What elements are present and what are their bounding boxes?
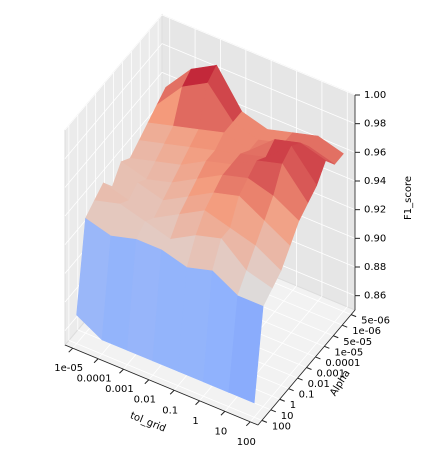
x-tick bbox=[93, 358, 99, 364]
grid-line bbox=[64, 14, 163, 131]
grid-line bbox=[64, 43, 163, 159]
z-tick-label: 0.90 bbox=[364, 233, 386, 244]
y-tick-label: 100 bbox=[272, 421, 291, 432]
z-tick-label: 0.92 bbox=[364, 205, 386, 216]
y-tick-label: 0.01 bbox=[308, 379, 330, 390]
y-tick bbox=[315, 356, 321, 360]
x-tick bbox=[68, 347, 74, 353]
surface-face bbox=[228, 295, 264, 404]
y-tick bbox=[333, 335, 339, 339]
surface bbox=[76, 64, 344, 404]
y-tick-label: 1e-06 bbox=[352, 326, 381, 337]
y-tick-label: 0.0001 bbox=[325, 358, 360, 369]
x-tick bbox=[220, 410, 226, 416]
x-tick-label: 0.1 bbox=[162, 405, 178, 416]
z-tick-label: 0.88 bbox=[364, 262, 386, 273]
x-tick-label: 0.001 bbox=[105, 384, 134, 395]
y-tick bbox=[288, 388, 294, 392]
z-tick-label: 0.98 bbox=[364, 119, 386, 130]
y-tick-label: 1 bbox=[290, 400, 296, 411]
x-tick bbox=[169, 389, 175, 395]
grid-line bbox=[161, 43, 356, 125]
x-axis-line bbox=[64, 344, 259, 426]
y-tick bbox=[306, 367, 312, 370]
z-tick-label: 1.00 bbox=[364, 90, 386, 101]
grid-line bbox=[68, 340, 263, 421]
y-tick bbox=[261, 419, 268, 423]
x-tick bbox=[119, 368, 124, 374]
y-tick bbox=[297, 377, 303, 381]
grid-line bbox=[64, 100, 163, 217]
x-tick bbox=[144, 379, 150, 385]
y-tick bbox=[270, 409, 276, 413]
z-axis-label: F1_score bbox=[403, 176, 414, 220]
y-tick-label: 0.1 bbox=[299, 390, 315, 401]
x-tick-label: 1e-05 bbox=[54, 363, 83, 374]
y-tick-label: 1e-05 bbox=[334, 347, 363, 358]
x-tick-label: 100 bbox=[237, 437, 256, 448]
x-tick bbox=[195, 400, 200, 406]
y-tick-label: 5e-06 bbox=[361, 316, 390, 327]
y-tick bbox=[350, 314, 357, 318]
y-tick bbox=[342, 324, 348, 328]
x-tick-label: 0.01 bbox=[134, 395, 156, 406]
x-tick-label: 0.0001 bbox=[77, 374, 112, 385]
grid-line bbox=[64, 72, 163, 188]
z-tick-label: 0.96 bbox=[364, 147, 386, 158]
y-tick-label: 0.001 bbox=[317, 369, 346, 380]
x-tick bbox=[245, 421, 251, 427]
y-tick bbox=[324, 345, 330, 349]
x-tick-label: 10 bbox=[215, 426, 228, 437]
y-tick bbox=[279, 398, 285, 402]
y-tick-label: 10 bbox=[281, 411, 294, 422]
y-tick-label: 5e-05 bbox=[343, 337, 372, 348]
z-tick-label: 0.86 bbox=[364, 291, 386, 302]
z-tick-label: 0.94 bbox=[364, 176, 386, 187]
grid-line bbox=[161, 14, 356, 96]
x-tick-label: 1 bbox=[192, 416, 198, 427]
labels: 1e-050.00010.0010.010.11101001001010.10.… bbox=[54, 90, 390, 448]
